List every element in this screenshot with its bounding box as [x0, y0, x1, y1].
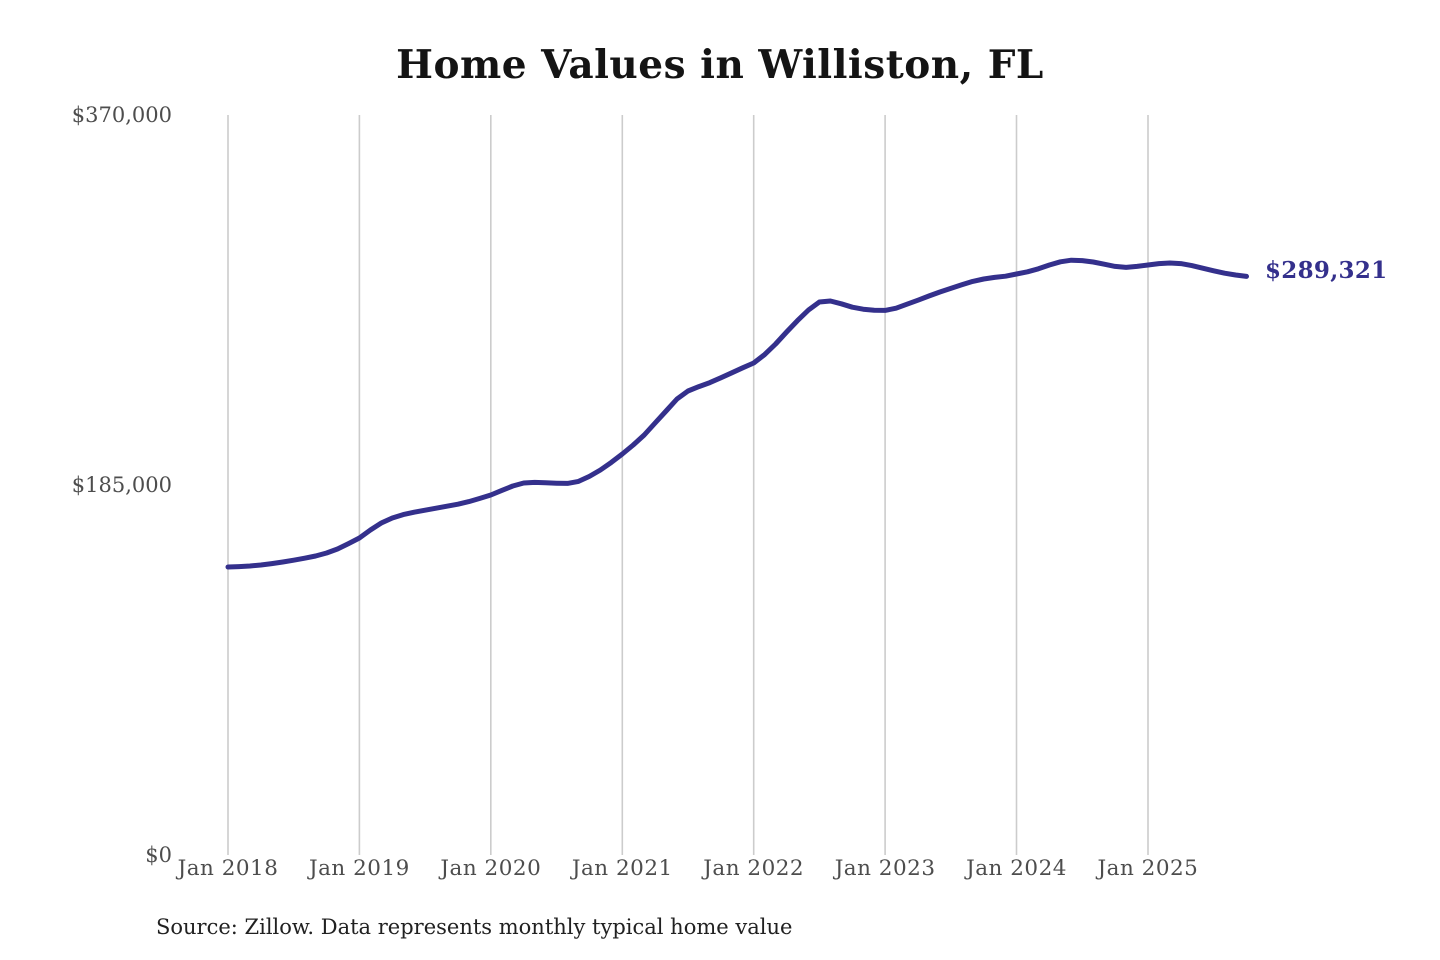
- x-axis-label: Jan 2023: [834, 856, 936, 881]
- source-note: Source: Zillow. Data represents monthly …: [156, 915, 793, 939]
- y-axis-label: $370,000: [71, 103, 172, 127]
- end-value-label: $289,321: [1265, 257, 1388, 284]
- x-axis-label: Jan 2022: [703, 856, 805, 881]
- y-axis-label: $0: [145, 843, 172, 867]
- x-axis-label: Jan 2020: [440, 856, 542, 881]
- x-axis-label: Jan 2025: [1097, 856, 1199, 881]
- home-values-line: [225, 257, 1249, 570]
- x-axis-label: Jan 2019: [309, 856, 410, 881]
- page-title: Home Values in Williston, FL: [396, 42, 1044, 88]
- plot-gridlines: [227, 115, 1149, 855]
- x-axis-label: Jan 2024: [966, 856, 1067, 881]
- x-axis-label: Jan 2018: [177, 856, 279, 881]
- y-axis-label: $185,000: [71, 473, 172, 497]
- x-axis-label: Jan 2021: [571, 856, 673, 881]
